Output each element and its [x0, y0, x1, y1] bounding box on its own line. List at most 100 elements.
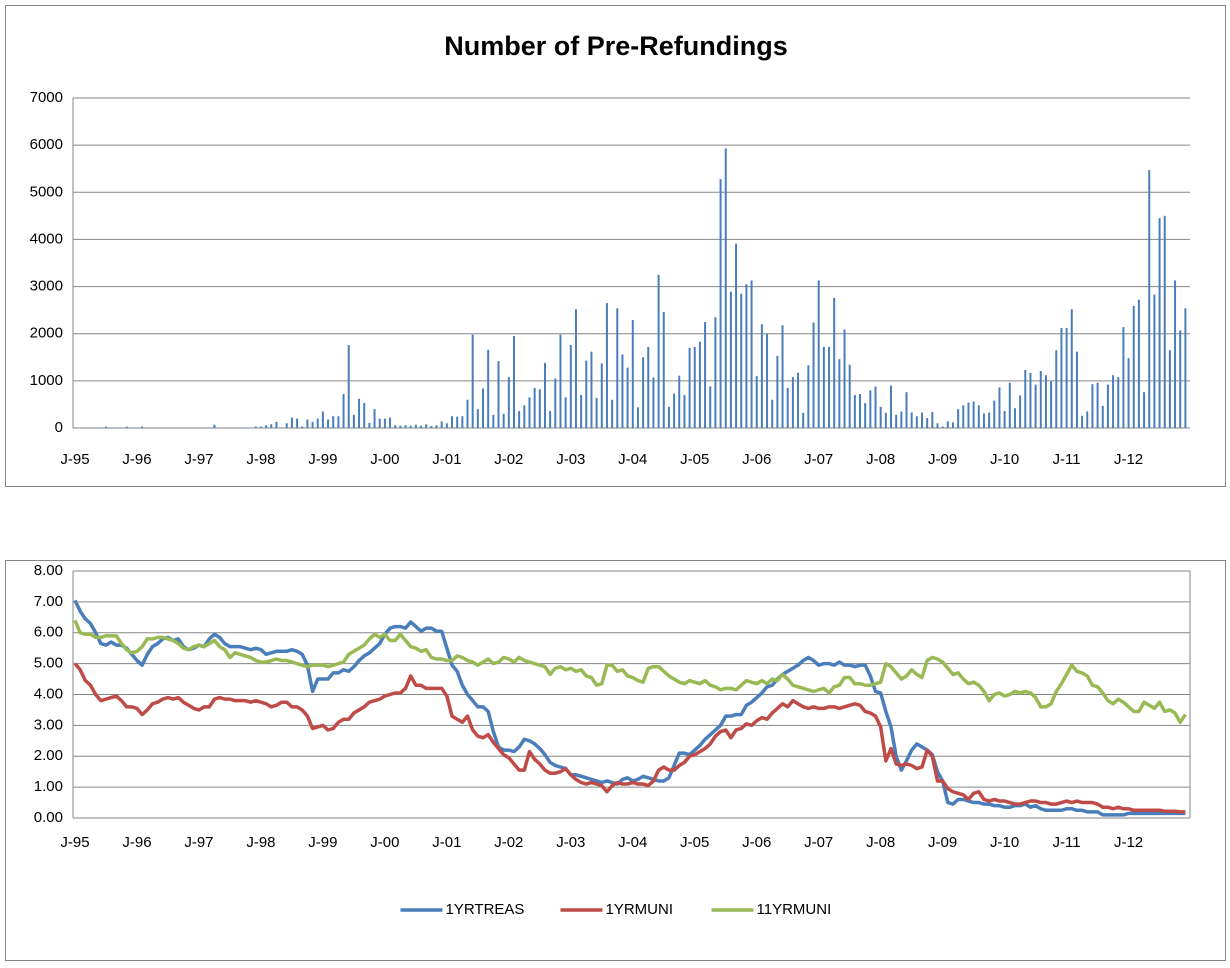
x-tick-label: J-08	[866, 451, 895, 468]
bar	[368, 422, 371, 428]
bar	[383, 418, 386, 428]
y-tick-label: 6.00	[34, 624, 63, 641]
bar	[636, 407, 639, 428]
bar	[549, 411, 552, 428]
x-tick-label: J-12	[1114, 834, 1143, 851]
x-tick-label: J-00	[370, 834, 399, 851]
bar	[125, 426, 128, 428]
bar	[301, 426, 304, 428]
y-tick-label: 0	[55, 419, 63, 436]
bar	[957, 409, 960, 428]
series-line	[73, 662, 1186, 814]
bar	[1034, 384, 1037, 428]
x-tick-label: J-09	[928, 451, 957, 468]
bar	[771, 399, 774, 428]
bar	[993, 400, 996, 428]
bar	[890, 385, 893, 428]
bar	[327, 419, 330, 428]
bar	[497, 361, 500, 428]
bar	[332, 416, 335, 428]
bar	[678, 375, 681, 428]
bar	[141, 426, 144, 428]
bar	[259, 426, 262, 428]
bar	[414, 424, 417, 428]
bar	[967, 402, 970, 428]
bar	[482, 388, 485, 428]
bar	[564, 397, 567, 428]
bar	[1024, 370, 1027, 428]
bar	[337, 416, 340, 428]
x-tick-label: J-04	[618, 451, 647, 468]
bar	[1127, 358, 1130, 428]
bar	[409, 425, 412, 428]
x-tick-label: J-06	[742, 451, 771, 468]
x-tick-label: J-05	[680, 451, 709, 468]
y-tick-label: 8.00	[34, 562, 63, 579]
bar	[1060, 328, 1063, 428]
bar	[1070, 309, 1073, 428]
bar	[662, 312, 665, 428]
bar	[358, 398, 361, 428]
bar	[1117, 377, 1120, 428]
bar	[977, 405, 980, 428]
x-tick-label: J-10	[990, 451, 1019, 468]
bar	[822, 346, 825, 428]
x-tick-label: J-08	[866, 834, 895, 851]
bar	[1112, 375, 1115, 428]
chart-title: Number of Pre-Refundings	[444, 31, 788, 61]
y-tick-label: 4000	[30, 230, 63, 247]
bar	[781, 325, 784, 428]
bar	[812, 322, 815, 428]
x-tick-label: J-97	[184, 834, 213, 851]
x-tick-label: J-01	[432, 451, 461, 468]
series-line	[73, 599, 1186, 817]
bar	[461, 416, 464, 428]
bar	[476, 409, 479, 428]
bar	[786, 387, 789, 428]
x-tick-label: J-96	[122, 451, 151, 468]
bar	[667, 406, 670, 428]
bar	[1096, 382, 1099, 428]
bar	[802, 412, 805, 428]
x-tick-label: J-04	[618, 834, 647, 851]
bar	[714, 317, 717, 428]
bar	[869, 390, 872, 428]
x-tick-label: J-07	[804, 451, 833, 468]
legend-label: 1YRTREAS	[446, 901, 525, 918]
bar	[104, 426, 107, 428]
bar	[910, 412, 913, 428]
bar	[647, 346, 650, 428]
x-tick-label: J-05	[680, 834, 709, 851]
bar	[1168, 350, 1171, 428]
bar	[1008, 382, 1011, 428]
legend-label: 1YRMUNI	[606, 901, 674, 918]
bar	[352, 414, 355, 428]
x-tick-label: J-98	[246, 834, 275, 851]
bar	[1143, 392, 1146, 428]
bar	[1148, 170, 1151, 428]
bar	[512, 336, 515, 428]
bar	[750, 280, 753, 428]
bar	[1039, 370, 1042, 428]
bar	[399, 425, 402, 428]
bar	[1132, 305, 1135, 428]
y-tick-label: 5.00	[34, 655, 63, 672]
bar	[213, 424, 216, 428]
bar	[600, 363, 603, 428]
bar	[760, 324, 763, 428]
bar	[874, 386, 877, 428]
bar	[631, 320, 634, 428]
bar	[652, 377, 655, 428]
bar	[735, 243, 738, 428]
bar	[373, 409, 376, 428]
y-tick-label: 7.00	[34, 593, 63, 610]
bar	[595, 397, 598, 428]
bar	[931, 411, 934, 428]
bar	[1050, 381, 1053, 428]
bar	[693, 346, 696, 428]
bar	[270, 424, 273, 428]
y-tick-label: 6000	[30, 136, 63, 153]
bar	[657, 274, 660, 428]
bar	[569, 345, 572, 428]
bar	[574, 309, 577, 428]
